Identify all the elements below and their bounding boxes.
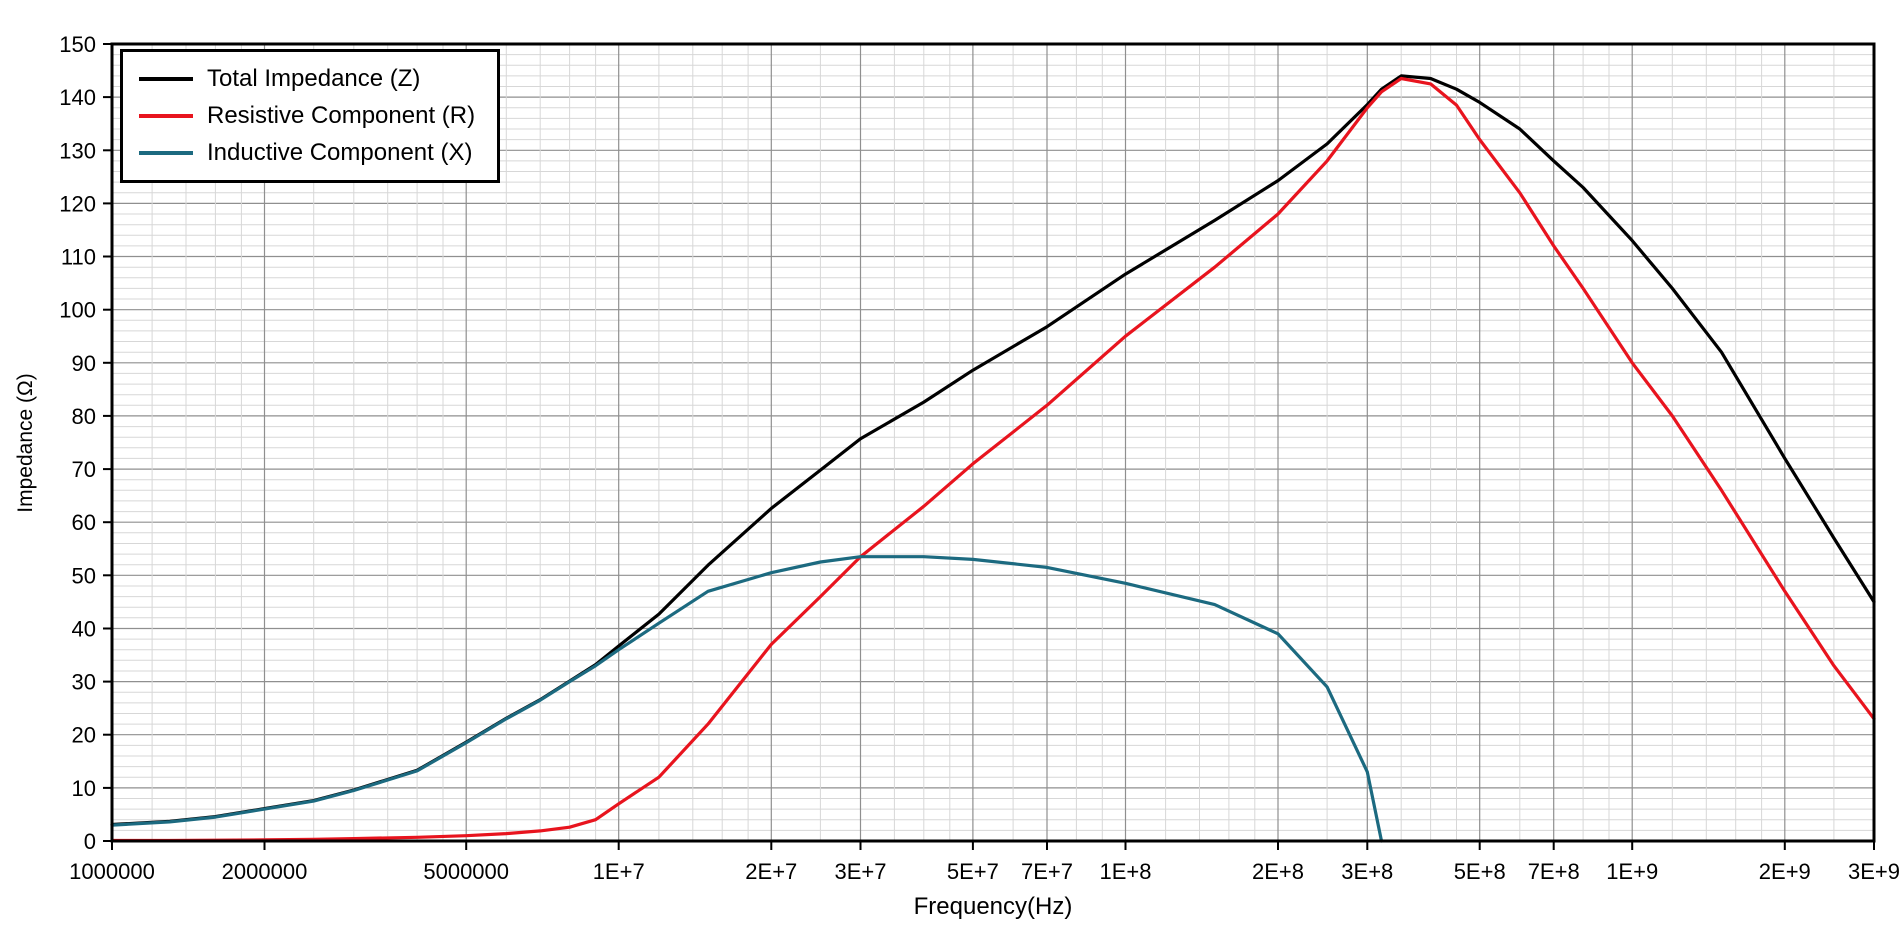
y-tick-label: 10: [72, 776, 96, 801]
y-tick-label: 0: [84, 829, 96, 854]
x-tick-label: 5E+7: [947, 859, 999, 884]
x-tick-label: 1E+8: [1100, 859, 1152, 884]
legend-item-z: Total Impedance (Z): [139, 64, 475, 94]
grid-lines: [112, 44, 1874, 841]
legend-item-x: Inductive Component (X): [139, 138, 475, 168]
y-tick-label: 20: [72, 723, 96, 748]
y-tick-label: 90: [72, 351, 96, 376]
axis-ticks: [103, 43, 1875, 850]
legend-item-r: Resistive Component (R): [139, 101, 475, 131]
x-tick-label: 3E+8: [1341, 859, 1393, 884]
y-tick-label: 40: [72, 617, 96, 642]
legend-label: Inductive Component (X): [207, 139, 473, 166]
x-tick-label: 1E+7: [593, 859, 645, 884]
series-z: [110, 74, 1876, 827]
series-x: [110, 555, 1384, 843]
tick-labels: 1000000 2000000 5000000 1E+7 2E+7 3E+7 5E+7 7E+…: [59, 32, 1900, 884]
y-axis-title: Impedance (Ω): [14, 373, 37, 513]
plot-border: [110, 42, 1876, 843]
y-tick-label: 50: [72, 563, 96, 588]
x-tick-label: 2000000: [222, 859, 308, 884]
series-r: [110, 76, 1876, 843]
x-tick-label: 1000000: [69, 859, 155, 884]
legend: Total Impedance (Z) Resistive Component (…: [120, 49, 501, 183]
y-tick-label: 80: [72, 404, 96, 429]
y-tick-label: 130: [59, 138, 96, 163]
y-tick-label: 70: [72, 457, 96, 482]
x-tick-label: 3E+9: [1848, 859, 1900, 884]
y-tick-label: 140: [59, 85, 96, 110]
y-tick-label: 100: [59, 298, 96, 323]
legend-line-swatch: [139, 114, 193, 118]
x-tick-label: 1E+9: [1606, 859, 1658, 884]
y-tick-label: 60: [72, 510, 96, 535]
legend-line-swatch: [139, 77, 193, 81]
legend-label: Resistive Component (R): [207, 102, 476, 129]
x-tick-label: 7E+8: [1528, 859, 1580, 884]
plot-frame: [110, 42, 1876, 843]
y-tick-label: 120: [59, 191, 96, 216]
legend-label: Total Impedance (Z): [207, 65, 421, 92]
x-axis-title: Frequency(Hz): [913, 893, 1073, 920]
x-tick-label: 2E+7: [745, 859, 797, 884]
y-tick-label: 30: [72, 670, 96, 695]
legend-line-swatch: [139, 151, 193, 155]
x-tick-label: 5000000: [423, 859, 509, 884]
y-tick-label: 150: [59, 32, 96, 57]
x-tick-label: 7E+7: [1021, 859, 1073, 884]
x-tick-label: 5E+8: [1454, 859, 1506, 884]
x-tick-label: 2E+9: [1759, 859, 1811, 884]
x-tick-label: 3E+7: [835, 859, 887, 884]
y-tick-label: 110: [61, 245, 96, 270]
data-series: [110, 74, 1876, 843]
x-tick-label: 2E+8: [1252, 859, 1304, 884]
